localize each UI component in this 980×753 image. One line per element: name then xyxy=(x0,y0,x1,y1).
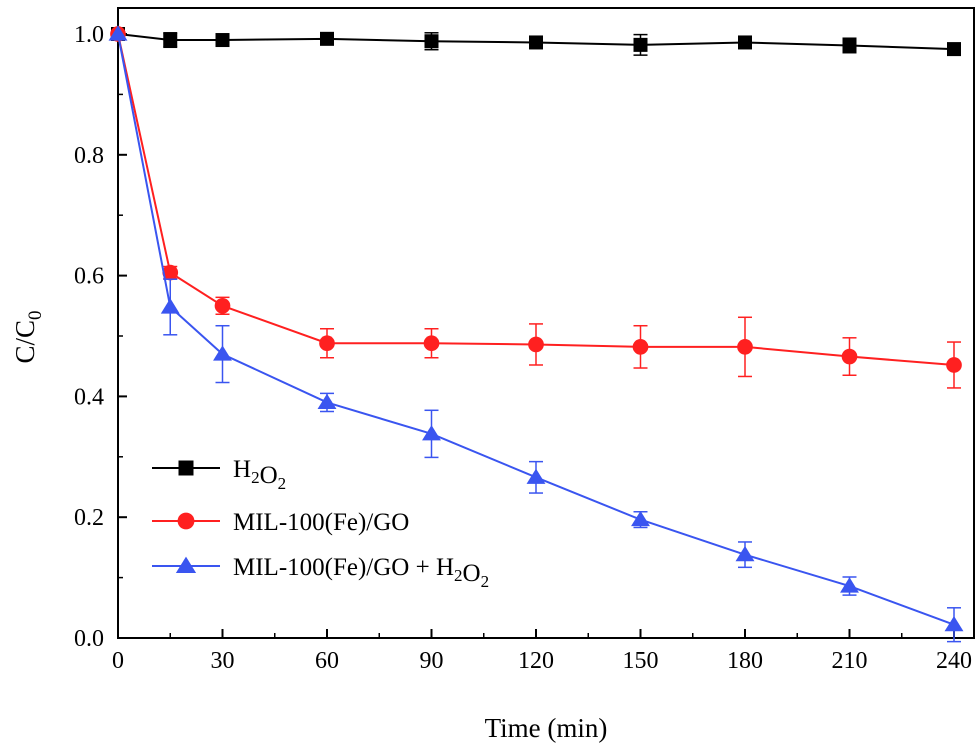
data-point xyxy=(631,510,650,527)
series-line xyxy=(117,33,955,366)
x-tick-label: 180 xyxy=(727,648,763,674)
data-point xyxy=(162,264,179,281)
data-point xyxy=(163,33,178,48)
y-tick-label: 0.8 xyxy=(74,143,104,169)
series-line xyxy=(117,33,955,626)
data-point xyxy=(320,31,334,46)
y-axis-label-base: C/C xyxy=(10,320,40,364)
data-point xyxy=(529,35,543,50)
data-point xyxy=(108,25,128,41)
y-tick-label: 0.6 xyxy=(74,264,104,290)
y-axis-label: C/C0 xyxy=(10,310,46,363)
series-0 xyxy=(111,27,961,57)
series-layer xyxy=(108,25,964,643)
x-tick-label: 210 xyxy=(832,648,868,674)
data-point xyxy=(319,335,335,352)
x-tick-label: 60 xyxy=(315,648,339,674)
legend-entry-0: H2O2 xyxy=(152,456,286,493)
data-point xyxy=(840,577,859,593)
legend-label: MIL-100(Fe)/GO xyxy=(233,509,409,536)
data-point xyxy=(213,345,232,361)
x-tick-label: 240 xyxy=(936,648,972,674)
data-point xyxy=(632,339,649,355)
series-1 xyxy=(110,26,962,389)
data-point xyxy=(214,297,231,314)
data-point xyxy=(160,298,180,314)
data-point xyxy=(737,339,753,355)
x-tick-label: 30 xyxy=(211,648,235,674)
y-axis-label-subscript: 0 xyxy=(25,310,46,320)
legend: H2O2 MIL-100(Fe)/GO MIL-100(Fe)/GO + H2O2 xyxy=(152,456,489,591)
legend-marker xyxy=(177,512,195,530)
x-tick-label: 120 xyxy=(518,648,554,674)
data-point xyxy=(735,545,755,562)
legend-label: H2O2 xyxy=(233,456,286,493)
y-tick-label: 0.4 xyxy=(74,384,104,410)
legend-label: MIL-100(Fe)/GO + H2O2 xyxy=(233,554,489,591)
x-axis: 0 30 60 90 120 150 180 210 240 xyxy=(112,629,972,674)
data-point xyxy=(526,468,546,484)
legend-entry-1: MIL-100(Fe)/GO xyxy=(152,509,409,536)
data-point xyxy=(947,42,961,57)
data-point xyxy=(424,34,439,49)
y-tick-label: 0.0 xyxy=(74,626,104,652)
legend-entry-2: MIL-100(Fe)/GO + H2O2 xyxy=(152,554,489,591)
legend-marker xyxy=(178,460,194,476)
legend-marker xyxy=(175,556,197,574)
data-point xyxy=(215,33,230,48)
data-point xyxy=(842,38,857,53)
x-tick-label: 0 xyxy=(112,648,124,674)
series-line xyxy=(117,33,955,51)
data-point xyxy=(422,425,441,441)
plot-border xyxy=(117,7,975,639)
x-tick-label: 150 xyxy=(623,648,659,674)
data-point xyxy=(528,336,544,353)
y-tick-label: 1.0 xyxy=(74,22,104,48)
plot-frame xyxy=(117,7,975,639)
data-point xyxy=(946,357,962,373)
data-point xyxy=(944,615,964,632)
x-tick-label: 90 xyxy=(420,648,444,674)
x-axis-label: Time (min) xyxy=(485,713,608,743)
data-point xyxy=(423,335,440,352)
data-point xyxy=(633,37,648,52)
y-tick-label: 0.2 xyxy=(74,505,104,531)
data-point xyxy=(738,35,752,50)
data-point xyxy=(317,393,337,410)
y-axis: 0.0 0.2 0.4 0.6 0.8 1.0 xyxy=(74,22,127,652)
series-2 xyxy=(108,25,964,643)
data-point xyxy=(841,348,858,365)
